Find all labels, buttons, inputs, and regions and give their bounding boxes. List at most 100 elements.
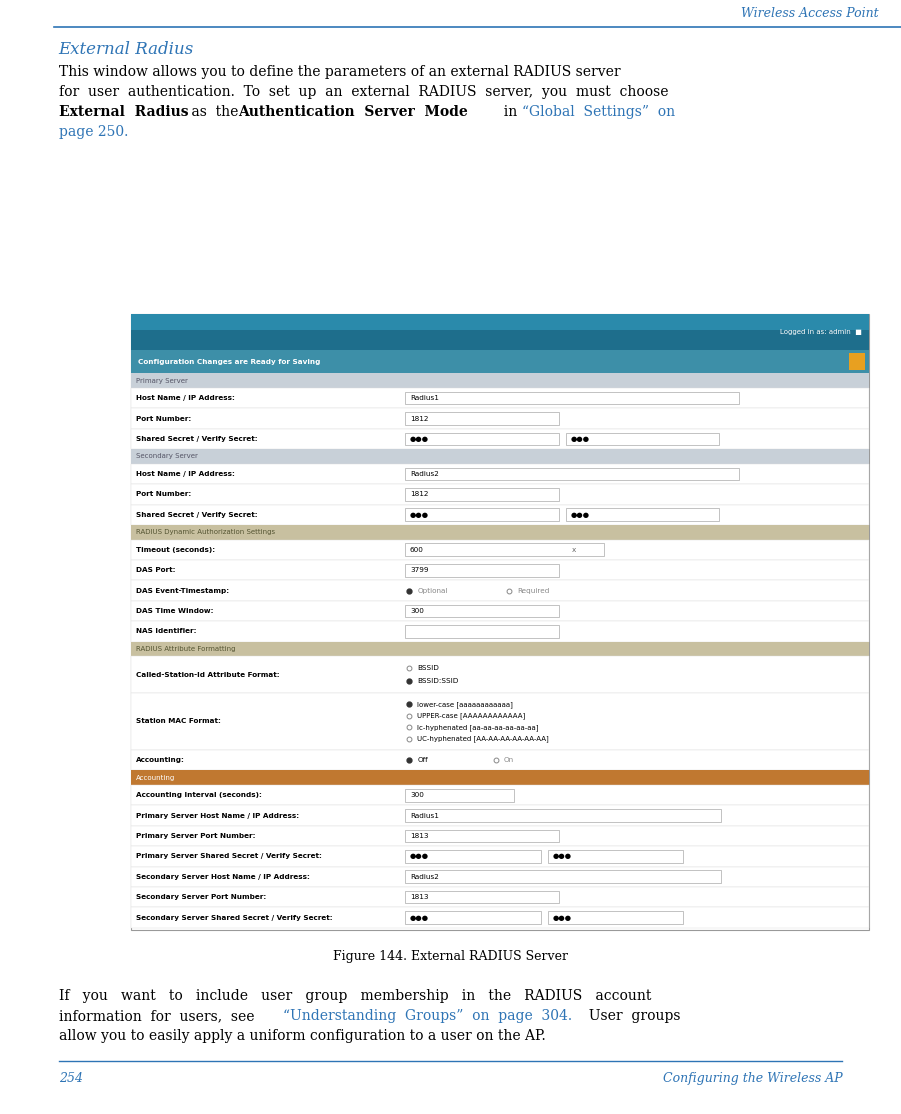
Bar xyxy=(548,850,683,862)
Text: ●●●: ●●● xyxy=(410,853,429,859)
Text: Primary Server: Primary Server xyxy=(136,378,188,383)
Bar xyxy=(131,825,869,847)
Bar xyxy=(405,564,559,577)
Text: Off: Off xyxy=(417,758,428,763)
Bar xyxy=(405,625,559,637)
Text: DAS Time Window:: DAS Time Window: xyxy=(136,608,214,614)
Bar xyxy=(405,605,559,617)
Bar xyxy=(131,642,869,656)
Text: Accounting: Accounting xyxy=(136,774,176,781)
Bar xyxy=(548,911,683,924)
Text: 254: 254 xyxy=(59,1072,83,1085)
Text: Secondary Server Port Number:: Secondary Server Port Number: xyxy=(136,895,267,900)
Text: DAS Event-Timestamp:: DAS Event-Timestamp: xyxy=(136,587,229,594)
Text: Accounting Interval (seconds):: Accounting Interval (seconds): xyxy=(136,792,262,799)
Text: Figure 144. External RADIUS Server: Figure 144. External RADIUS Server xyxy=(333,950,568,964)
Bar xyxy=(131,785,869,805)
Text: Shared Secret / Verify Secret:: Shared Secret / Verify Secret: xyxy=(136,436,258,442)
Bar xyxy=(566,508,719,521)
Bar xyxy=(405,392,739,404)
Text: Optional: Optional xyxy=(417,587,448,594)
Bar xyxy=(131,847,869,867)
Text: ●●●: ●●● xyxy=(570,436,589,442)
Bar xyxy=(405,468,739,480)
Bar xyxy=(405,432,559,446)
Bar xyxy=(131,580,869,600)
Text: page 250.: page 250. xyxy=(59,125,128,139)
Bar xyxy=(131,388,869,409)
Bar xyxy=(405,412,559,424)
Bar xyxy=(131,373,869,388)
Bar xyxy=(131,429,869,449)
Text: Secondary Server: Secondary Server xyxy=(136,453,198,459)
Bar xyxy=(405,544,604,556)
Bar xyxy=(131,539,869,560)
Bar xyxy=(131,600,869,622)
Text: 3799: 3799 xyxy=(410,567,429,574)
Text: ●●●: ●●● xyxy=(410,915,429,920)
Text: Accounting:: Accounting: xyxy=(136,758,185,763)
Text: On: On xyxy=(504,758,514,763)
Bar xyxy=(131,750,869,771)
Text: NAS Identifier:: NAS Identifier: xyxy=(136,628,196,634)
Text: Timeout (seconds):: Timeout (seconds): xyxy=(136,547,215,553)
Bar xyxy=(131,908,869,928)
Text: Configuration Changes are Ready for Saving: Configuration Changes are Ready for Savi… xyxy=(138,359,320,364)
Bar xyxy=(131,887,869,908)
Bar xyxy=(131,656,869,693)
Text: 300: 300 xyxy=(410,608,423,614)
Text: “Understanding  Groups”  on  page  304.: “Understanding Groups” on page 304. xyxy=(283,1009,572,1024)
Text: ●●●: ●●● xyxy=(552,853,571,859)
Text: information  for  users,  see: information for users, see xyxy=(59,1009,263,1024)
Text: Primary Server Port Number:: Primary Server Port Number: xyxy=(136,833,256,839)
Bar xyxy=(405,508,559,521)
Bar xyxy=(131,505,869,525)
Text: allow you to easily apply a uniform configuration to a user on the AP.: allow you to easily apply a uniform conf… xyxy=(59,1029,545,1044)
Text: BSSID: BSSID xyxy=(417,665,439,672)
Bar xyxy=(131,314,869,930)
Bar xyxy=(405,850,541,862)
Text: 1813: 1813 xyxy=(410,895,429,900)
Bar xyxy=(131,693,869,750)
Text: Required: Required xyxy=(517,587,550,594)
Text: Primary Server Host Name / IP Address:: Primary Server Host Name / IP Address: xyxy=(136,812,299,819)
Text: Station MAC Format:: Station MAC Format: xyxy=(136,719,221,724)
Text: 1812: 1812 xyxy=(410,491,429,497)
Bar xyxy=(131,805,869,825)
Bar xyxy=(131,560,869,580)
Bar xyxy=(131,314,869,330)
Text: UC-hyphenated [AA-AA-AA-AA-AA-AA]: UC-hyphenated [AA-AA-AA-AA-AA-AA] xyxy=(417,735,549,742)
Bar xyxy=(131,449,869,463)
Text: DAS Port:: DAS Port: xyxy=(136,567,176,574)
Bar xyxy=(849,353,865,370)
Text: ●●●: ●●● xyxy=(410,436,429,442)
Text: Authentication  Server  Mode: Authentication Server Mode xyxy=(238,105,468,119)
Text: 600: 600 xyxy=(409,547,423,553)
Text: Primary Server Shared Secret / Verify Secret:: Primary Server Shared Secret / Verify Se… xyxy=(136,853,322,859)
Bar xyxy=(131,463,869,485)
Text: in: in xyxy=(495,105,525,119)
Text: x: x xyxy=(572,547,577,553)
Text: lc-hyphenated [aa-aa-aa-aa-aa-aa]: lc-hyphenated [aa-aa-aa-aa-aa-aa] xyxy=(417,724,539,731)
Bar xyxy=(405,870,721,883)
Text: for  user  authentication.  To  set  up  an  external  RADIUS  server,  you  mus: for user authentication. To set up an ex… xyxy=(59,85,668,99)
Bar xyxy=(131,314,869,350)
Text: ●●●: ●●● xyxy=(570,511,589,518)
Text: RADIUS Attribute Formatting: RADIUS Attribute Formatting xyxy=(136,646,235,652)
Bar xyxy=(405,891,559,903)
Text: External  Radius: External Radius xyxy=(59,105,188,119)
Text: Called-Station-Id Attribute Format:: Called-Station-Id Attribute Format: xyxy=(136,672,279,677)
Text: Port Number:: Port Number: xyxy=(136,416,191,421)
Text: 1813: 1813 xyxy=(410,833,429,839)
Bar xyxy=(131,409,869,429)
Text: Shared Secret / Verify Secret:: Shared Secret / Verify Secret: xyxy=(136,511,258,518)
Bar xyxy=(405,911,541,924)
Text: Wireless Access Point: Wireless Access Point xyxy=(741,7,878,20)
Text: as  the: as the xyxy=(187,105,242,119)
Text: Host Name / IP Address:: Host Name / IP Address: xyxy=(136,395,235,401)
Text: Radius1: Radius1 xyxy=(410,395,439,401)
Bar xyxy=(566,432,719,446)
Text: Host Name / IP Address:: Host Name / IP Address: xyxy=(136,471,235,477)
Bar xyxy=(131,867,869,887)
Bar xyxy=(131,622,869,642)
